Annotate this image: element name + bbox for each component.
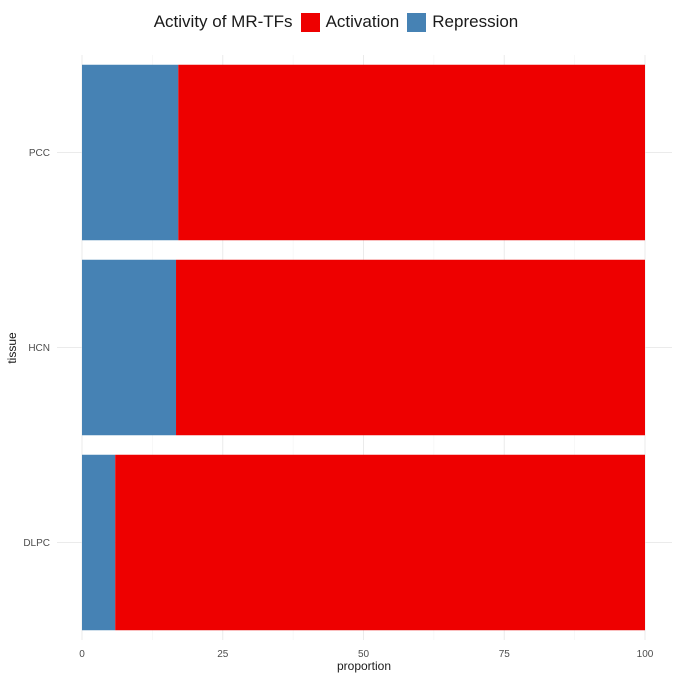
legend-item-repression: Repression — [407, 12, 518, 32]
x-tick-label: 25 — [217, 649, 229, 660]
y-tick-label: PCC — [29, 148, 50, 159]
x-axis-title: proportion — [337, 659, 391, 673]
x-tick-label: 100 — [637, 649, 654, 660]
bar-activation-pcc — [178, 64, 645, 241]
legend-key-activation — [300, 12, 320, 32]
legend-label-activation: Activation — [325, 12, 400, 31]
bars — [82, 64, 646, 631]
y-axis-ticks: PCC HCN DLPC — [23, 148, 50, 549]
x-tick-label: 75 — [499, 649, 511, 660]
x-tick-label: 50 — [358, 649, 370, 660]
x-axis-ticks: 0 25 50 75 100 — [79, 649, 654, 660]
y-tick-label: DLPC — [23, 538, 50, 549]
bar-activation-hcn — [176, 259, 645, 436]
legend-key-repression — [407, 12, 427, 32]
bar-repression-dlpc — [82, 454, 116, 631]
legend-title: Activity of MR-TFs — [153, 12, 293, 31]
y-tick-label: HCN — [28, 343, 50, 354]
y-axis-title: tissue — [5, 332, 19, 364]
legend-label-repression: Repression — [432, 12, 519, 31]
legend-item-activation: Activation — [300, 12, 400, 32]
bar-repression-hcn — [82, 259, 177, 436]
x-tick-label: 0 — [79, 649, 85, 660]
bar-activation-dlpc — [115, 454, 646, 631]
legend: Activity of MR-TFs Activation Repression — [0, 12, 680, 32]
bar-repression-pcc — [82, 64, 179, 241]
